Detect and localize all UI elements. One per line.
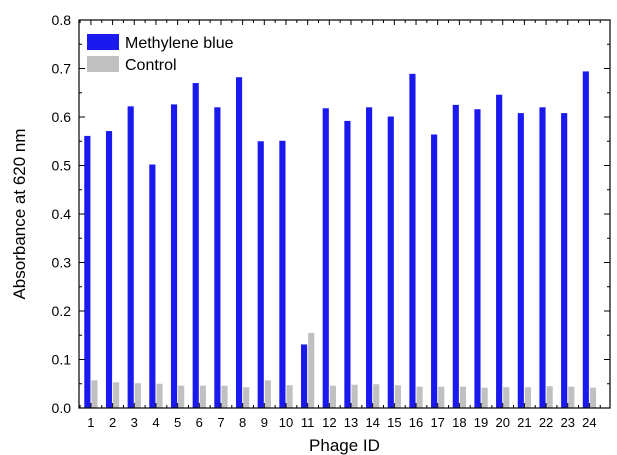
y-tick-label: 0.6 (52, 109, 72, 125)
bar-control-14 (373, 384, 380, 408)
x-tick-label-1: 1 (87, 415, 94, 430)
y-tick-label: 0.0 (52, 400, 72, 416)
bar-methylene-blue-4 (149, 164, 156, 408)
x-tick-label-10: 10 (279, 415, 293, 430)
x-tick-label-4: 4 (152, 415, 159, 430)
bar-methylene-blue-10 (279, 140, 286, 408)
bar-control-9 (264, 380, 271, 408)
x-tick-label-8: 8 (239, 415, 246, 430)
y-tick-label: 0.2 (52, 303, 72, 319)
bar-control-2 (113, 382, 120, 408)
y-tick-label: 0.5 (52, 158, 72, 174)
legend: Methylene blue Control (87, 34, 234, 74)
y-axis: 0.0 0.1 0.2 0.3 0.4 0.5 0.6 0.7 0.8 (52, 12, 610, 416)
bar-methylene-blue-13 (344, 120, 351, 408)
x-tick-label-17: 17 (430, 415, 444, 430)
x-axis: 1 2 3 4 5 6 7 8 9 10 11 12 13 14 15 16 17 18 19 20 21 22 23 24 (79, 20, 601, 430)
x-tick-label-12: 12 (322, 415, 336, 430)
x-tick-label-13: 13 (344, 415, 358, 430)
bar-control-7 (221, 385, 228, 408)
bar-methylene-blue-5 (170, 104, 178, 408)
x-tick-label-24: 24 (582, 415, 596, 430)
x-tick-label-23: 23 (561, 415, 575, 430)
bar-control-24 (589, 387, 597, 408)
bar-control-22 (546, 386, 553, 408)
bar-methylene-blue-21 (517, 113, 524, 409)
legend-swatch-control (87, 56, 119, 72)
y-tick-label: 0.4 (52, 206, 72, 222)
y-tick-label: 0.1 (52, 352, 72, 368)
bar-methylene-blue-23 (561, 113, 568, 409)
bar-methylene-blue-12 (322, 108, 329, 409)
x-tick-label-21: 21 (517, 415, 531, 430)
x-tick-label-14: 14 (365, 415, 379, 430)
bar-control-6 (199, 385, 206, 408)
x-tick-label-22: 22 (539, 415, 553, 430)
bar-methylene-blue-11 (301, 344, 308, 408)
x-tick-label-9: 9 (261, 415, 268, 430)
bar-methylene-blue-6 (192, 83, 199, 409)
bar-control-12 (329, 385, 336, 408)
bar-control-3 (134, 383, 141, 408)
bar-control-17 (438, 386, 445, 408)
bar-control-5 (178, 385, 185, 408)
x-tick-label-6: 6 (196, 415, 203, 430)
bar-methylene-blue-17 (431, 134, 438, 408)
x-tick-label-20: 20 (495, 415, 509, 430)
bar-methylene-blue-19 (474, 109, 481, 409)
bar-control-13 (351, 384, 358, 408)
y-tick-label: 0.8 (52, 12, 72, 28)
bar-control-21 (524, 387, 532, 408)
bar-control-8 (243, 387, 250, 408)
bar-methylene-blue-8 (235, 77, 243, 408)
y-tick-label: 0.3 (52, 255, 72, 271)
bar-methylene-blue-16 (409, 73, 416, 409)
x-tick-label-15: 15 (387, 415, 401, 430)
legend-label-methylene-blue: Methylene blue (125, 35, 234, 52)
legend-swatch-methylene-blue (87, 34, 119, 50)
bar-methylene-blue-3 (127, 106, 134, 408)
bar-methylene-blue-15 (387, 116, 394, 408)
x-tick-label-2: 2 (109, 415, 116, 430)
bar-control-19 (481, 387, 488, 408)
x-tick-label-19: 19 (474, 415, 488, 430)
y-axis-title: Absorbance at 620 nm (10, 128, 29, 299)
bar-control-1 (91, 380, 98, 408)
bar-methylene-blue-2 (105, 131, 113, 408)
bar-control-4 (156, 383, 163, 408)
bar-methylene-blue-24 (582, 71, 589, 408)
bar-methylene-blue-20 (496, 94, 503, 408)
y-tick-label: 0.7 (52, 61, 72, 77)
bar-control-11 (308, 332, 315, 408)
x-tick-label-18: 18 (452, 415, 466, 430)
bar-methylene-blue-18 (452, 104, 459, 408)
bar-methylene-blue-7 (214, 107, 221, 409)
bar-methylene-blue-22 (539, 107, 546, 409)
x-tick-label-5: 5 (174, 415, 181, 430)
bar-control-20 (503, 387, 510, 408)
bar-control-10 (286, 385, 293, 408)
bar-control-15 (394, 385, 402, 408)
x-tick-label-11: 11 (301, 415, 315, 430)
bar-control-18 (459, 386, 467, 408)
bars-layer (84, 71, 597, 409)
x-tick-label-3: 3 (131, 415, 138, 430)
bar-methylene-blue-9 (257, 141, 264, 408)
x-tick-label-16: 16 (409, 415, 423, 430)
bar-methylene-blue-1 (84, 135, 91, 409)
bar-control-23 (568, 386, 575, 408)
x-tick-label-7: 7 (217, 415, 224, 430)
bar-methylene-blue-14 (366, 107, 373, 409)
bar-control-16 (416, 386, 423, 408)
x-axis-title: Phage ID (309, 436, 380, 455)
legend-label-control: Control (125, 57, 177, 74)
